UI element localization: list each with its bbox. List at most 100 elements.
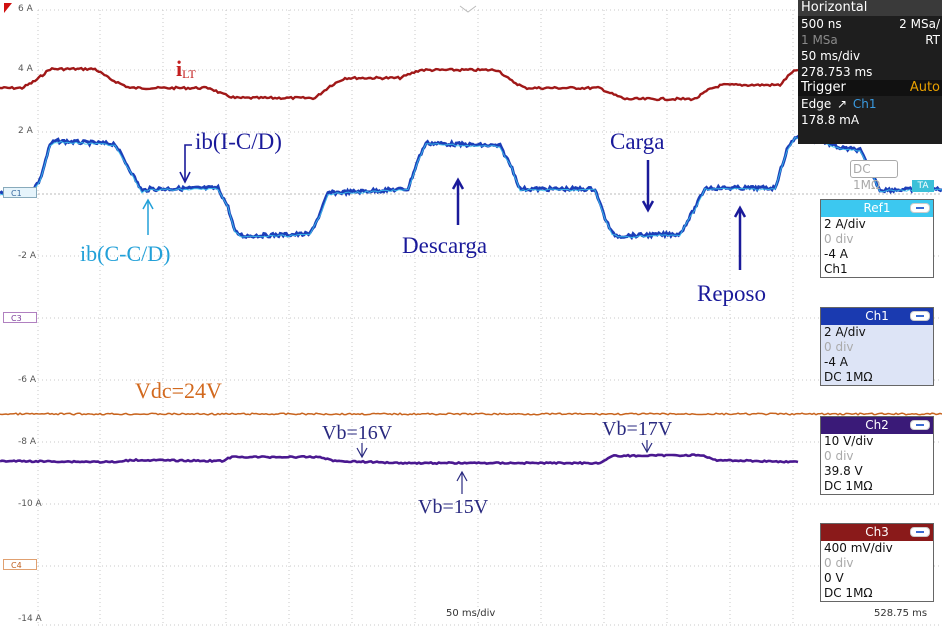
carga-label: Carga [610, 129, 665, 154]
trigger-header-row: Trigger Auto [798, 80, 942, 96]
ch3-offset: 0 div [824, 556, 854, 570]
channel-marker-c3-label: C3 [11, 314, 22, 323]
vdc-label: Vdc=24V [135, 378, 222, 403]
plot-grid [37, 5, 942, 626]
y-label-4a: 4 A [18, 64, 33, 74]
ch2-offset: 0 div [824, 449, 854, 463]
horizontal-resolution: 500 ns [801, 17, 842, 31]
channel-marker-c4-label: C4 [11, 561, 22, 570]
channel-marker-c3[interactable]: C3 [3, 312, 37, 323]
annotation-arrows [142, 144, 747, 494]
ch3-title: Ch3 [865, 525, 889, 539]
ch2-coupling: DC 1MΩ [824, 479, 873, 493]
trigger-position-marker [459, 5, 477, 13]
ib-ccd-label: ib(C-C/D) [80, 241, 171, 266]
ch2-title: Ch2 [865, 418, 889, 432]
trigger-flag-icon [4, 3, 12, 13]
vdc-trace [0, 412, 942, 416]
horizontal-position: 278.753 ms [801, 65, 873, 79]
ib-icd-label: ib(I-C/D) [195, 129, 282, 154]
ch2-title-bar[interactable]: Ch2 [821, 417, 933, 434]
ref1-title: Ref1 [863, 201, 891, 215]
ch2-position: 39.8 V [824, 464, 863, 478]
ch3-scale: 400 mV/div [824, 541, 893, 555]
y-label-2a: 2 A [18, 126, 33, 136]
ref1-box[interactable]: Ref1 2 A/div 0 div -4 A Ch1 [820, 199, 934, 278]
ib-icd-arrow-shaft [184, 144, 192, 180]
vb17-label: Vb=17V [602, 418, 673, 440]
vb17-arrow-head [641, 442, 653, 454]
trigger-mode: Auto [909, 80, 940, 95]
ref1-offset: 0 div [824, 232, 854, 246]
y-label-m8a: -8 A [18, 437, 36, 447]
horizontal-timebase: 50 ms/div [801, 49, 861, 63]
y-label-m2a: -2 A [18, 251, 36, 261]
ch1-scale: 2 A/div [824, 325, 866, 339]
trigger-level-marker: TA [912, 180, 934, 192]
ch1-coupling: DC 1MΩ [824, 370, 873, 384]
horizontal-points: 1 MSa [801, 33, 838, 47]
ch3-box[interactable]: Ch3 400 mV/div 0 div 0 V DC 1MΩ [820, 523, 934, 602]
ilt-label-main: i [176, 56, 183, 81]
ch3-title-bar[interactable]: Ch3 [821, 524, 933, 541]
ch1-box[interactable]: Ch1 2 A/div 0 div -4 A DC 1MΩ [820, 307, 934, 386]
trigger-title: Trigger [801, 80, 846, 95]
ref1-position: -4 A [824, 247, 848, 261]
vb15-label: Vb=15V [418, 496, 489, 518]
waveform-traces [0, 66, 942, 466]
trigger-source: Ch1 [852, 97, 877, 111]
ilt-label-sub: LT [182, 67, 196, 81]
bottom-timebase: 50 ms/div [446, 608, 496, 619]
ch2-collapse-icon[interactable] [910, 420, 930, 430]
y-label-m6a: -6 A [18, 375, 36, 385]
channel-marker-c4[interactable]: C4 [3, 559, 37, 570]
channel-marker-c1[interactable]: C1 [3, 187, 37, 198]
ch1-title: Ch1 [865, 309, 889, 323]
reposo-label: Reposo [697, 281, 766, 306]
ref1-scale: 2 A/div [824, 217, 866, 231]
reposo-arrow-head [733, 205, 747, 218]
horizontal-panel[interactable]: Horizontal 500 ns 2 MSa/ 1 MSa RT 50 ms/… [798, 0, 942, 144]
horizontal-resolution-row: 500 ns 2 MSa/ [798, 16, 942, 32]
ilt-label: iLT [176, 56, 196, 81]
horizontal-title: Horizontal [798, 0, 942, 16]
trigger-source-row: Edge ↗ Ch1 [798, 96, 942, 112]
carga-arrow-head [641, 200, 655, 213]
horizontal-points-row: 1 MSa RT [798, 32, 942, 48]
y-label-6a: 6 A [18, 4, 33, 14]
vb-trace [0, 453, 799, 466]
horizontal-mode: RT [925, 33, 940, 47]
y-label-m14a: -14 A [18, 614, 42, 624]
trigger-type: Edge [801, 97, 832, 111]
ref1-title-bar[interactable]: Ref1 [821, 200, 933, 217]
ib-ref-trace [0, 136, 942, 239]
descarga-arrow-head [451, 177, 465, 190]
ch3-collapse-icon[interactable] [910, 527, 930, 537]
ch3-position: 0 V [824, 571, 844, 585]
trigger-coupling-box: DC 1MΩ [850, 160, 898, 192]
ch1-title-bar[interactable]: Ch1 [821, 308, 933, 325]
vb15-arrow-head [456, 470, 468, 482]
ib-ccd-arrow-head [142, 198, 154, 210]
ch1-collapse-icon[interactable] [910, 311, 930, 321]
channel-marker-c1-label: C1 [11, 189, 22, 198]
horizontal-sample-rate: 2 MSa/ [899, 17, 940, 31]
rising-edge-icon: ↗ [837, 97, 848, 111]
vb16-arrow-head [356, 447, 368, 459]
ilt-trace [0, 66, 799, 102]
bottom-time: 528.75 ms [874, 608, 928, 619]
ch3-coupling: DC 1MΩ [824, 586, 873, 600]
ref1-collapse-icon[interactable] [910, 203, 930, 213]
trigger-level-marker-label: TA [917, 181, 929, 191]
vb16-label: Vb=16V [322, 422, 393, 444]
ch1-position: -4 A [824, 355, 848, 369]
ref1-source: Ch1 [824, 262, 848, 276]
descarga-label: Descarga [402, 233, 488, 258]
ch1-offset: 0 div [824, 340, 854, 354]
ib-icd-arrow-head [179, 171, 191, 184]
trigger-level: 178.8 mA [801, 113, 860, 127]
ch2-box[interactable]: Ch2 10 V/div 0 div 39.8 V DC 1MΩ [820, 416, 934, 495]
ch2-scale: 10 V/div [824, 434, 874, 448]
y-label-m10a: -10 A [18, 499, 42, 509]
